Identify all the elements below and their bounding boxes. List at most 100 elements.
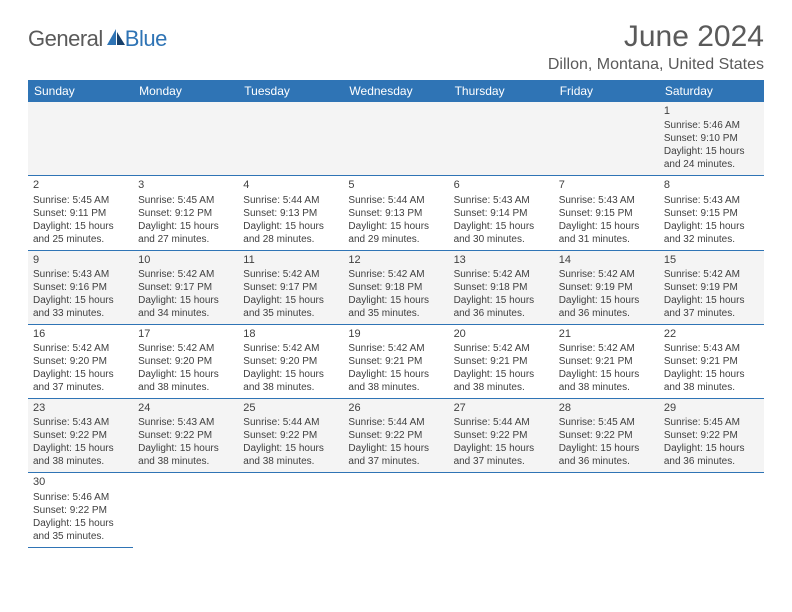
day-header: Tuesday [238, 80, 343, 102]
week-row: 1Sunrise: 5:46 AMSunset: 9:10 PMDaylight… [28, 102, 764, 176]
day-cell [238, 473, 343, 547]
day-number: 6 [454, 178, 549, 192]
day-cell: 16Sunrise: 5:42 AMSunset: 9:20 PMDayligh… [28, 324, 133, 398]
day-cell: 4Sunrise: 5:44 AMSunset: 9:13 PMDaylight… [238, 176, 343, 250]
week-row: 9Sunrise: 5:43 AMSunset: 9:16 PMDaylight… [28, 250, 764, 324]
day-number: 4 [243, 178, 338, 192]
daylight-text: Daylight: 15 hours and 38 minutes. [664, 368, 759, 394]
day-cell: 10Sunrise: 5:42 AMSunset: 9:17 PMDayligh… [133, 250, 238, 324]
location-text: Dillon, Montana, United States [548, 56, 764, 74]
day-cell: 26Sunrise: 5:44 AMSunset: 9:22 PMDayligh… [343, 399, 448, 473]
day-number: 22 [664, 327, 759, 341]
sunrise-text: Sunrise: 5:42 AM [243, 342, 338, 355]
sunset-text: Sunset: 9:11 PM [33, 207, 128, 220]
day-cell: 3Sunrise: 5:45 AMSunset: 9:12 PMDaylight… [133, 176, 238, 250]
daylight-text: Daylight: 15 hours and 38 minutes. [138, 368, 233, 394]
sunrise-text: Sunrise: 5:42 AM [33, 342, 128, 355]
day-cell: 14Sunrise: 5:42 AMSunset: 9:19 PMDayligh… [554, 250, 659, 324]
day-header: Monday [133, 80, 238, 102]
day-number: 14 [559, 253, 654, 267]
sunrise-text: Sunrise: 5:42 AM [454, 342, 549, 355]
day-number: 17 [138, 327, 233, 341]
sunset-text: Sunset: 9:16 PM [33, 281, 128, 294]
day-number: 24 [138, 401, 233, 415]
sunrise-text: Sunrise: 5:43 AM [664, 342, 759, 355]
day-number: 16 [33, 327, 128, 341]
day-cell: 21Sunrise: 5:42 AMSunset: 9:21 PMDayligh… [554, 324, 659, 398]
sunset-text: Sunset: 9:20 PM [138, 355, 233, 368]
day-cell: 25Sunrise: 5:44 AMSunset: 9:22 PMDayligh… [238, 399, 343, 473]
sunset-text: Sunset: 9:20 PM [243, 355, 338, 368]
sunset-text: Sunset: 9:22 PM [33, 504, 128, 517]
month-title: June 2024 [548, 20, 764, 54]
day-number: 10 [138, 253, 233, 267]
sunrise-text: Sunrise: 5:44 AM [243, 416, 338, 429]
day-number: 21 [559, 327, 654, 341]
sunset-text: Sunset: 9:22 PM [243, 429, 338, 442]
daylight-text: Daylight: 15 hours and 38 minutes. [138, 442, 233, 468]
sunset-text: Sunset: 9:22 PM [348, 429, 443, 442]
sunset-text: Sunset: 9:21 PM [454, 355, 549, 368]
daylight-text: Daylight: 15 hours and 37 minutes. [454, 442, 549, 468]
day-cell [238, 102, 343, 176]
sunset-text: Sunset: 9:20 PM [33, 355, 128, 368]
day-number: 13 [454, 253, 549, 267]
day-number: 15 [664, 253, 759, 267]
daylight-text: Daylight: 15 hours and 31 minutes. [559, 220, 654, 246]
day-cell: 30Sunrise: 5:46 AMSunset: 9:22 PMDayligh… [28, 473, 133, 547]
sunrise-text: Sunrise: 5:42 AM [664, 268, 759, 281]
sunset-text: Sunset: 9:12 PM [138, 207, 233, 220]
sunrise-text: Sunrise: 5:42 AM [559, 342, 654, 355]
day-cell: 5Sunrise: 5:44 AMSunset: 9:13 PMDaylight… [343, 176, 448, 250]
sunset-text: Sunset: 9:17 PM [243, 281, 338, 294]
day-number: 25 [243, 401, 338, 415]
day-cell: 1Sunrise: 5:46 AMSunset: 9:10 PMDaylight… [659, 102, 764, 176]
day-number: 9 [33, 253, 128, 267]
sunrise-text: Sunrise: 5:46 AM [664, 119, 759, 132]
daylight-text: Daylight: 15 hours and 37 minutes. [348, 442, 443, 468]
day-number: 20 [454, 327, 549, 341]
day-cell: 29Sunrise: 5:45 AMSunset: 9:22 PMDayligh… [659, 399, 764, 473]
logo-text-general: General [28, 26, 103, 52]
sunset-text: Sunset: 9:21 PM [348, 355, 443, 368]
week-row: 2Sunrise: 5:45 AMSunset: 9:11 PMDaylight… [28, 176, 764, 250]
day-header: Saturday [659, 80, 764, 102]
sunrise-text: Sunrise: 5:42 AM [348, 268, 443, 281]
day-cell: 15Sunrise: 5:42 AMSunset: 9:19 PMDayligh… [659, 250, 764, 324]
sunset-text: Sunset: 9:18 PM [348, 281, 443, 294]
day-number: 28 [559, 401, 654, 415]
sunrise-text: Sunrise: 5:45 AM [559, 416, 654, 429]
day-header: Friday [554, 80, 659, 102]
sunset-text: Sunset: 9:19 PM [559, 281, 654, 294]
day-number: 3 [138, 178, 233, 192]
title-block: June 2024 Dillon, Montana, United States [548, 20, 764, 74]
sunset-text: Sunset: 9:18 PM [454, 281, 549, 294]
daylight-text: Daylight: 15 hours and 38 minutes. [454, 368, 549, 394]
sunset-text: Sunset: 9:15 PM [664, 207, 759, 220]
day-number: 12 [348, 253, 443, 267]
sunset-text: Sunset: 9:14 PM [454, 207, 549, 220]
daylight-text: Daylight: 15 hours and 38 minutes. [243, 368, 338, 394]
sunrise-text: Sunrise: 5:44 AM [348, 194, 443, 207]
sunrise-text: Sunrise: 5:44 AM [454, 416, 549, 429]
day-cell [133, 102, 238, 176]
day-cell [133, 473, 238, 547]
day-cell: 24Sunrise: 5:43 AMSunset: 9:22 PMDayligh… [133, 399, 238, 473]
sunset-text: Sunset: 9:21 PM [664, 355, 759, 368]
day-number: 1 [664, 104, 759, 118]
day-header: Wednesday [343, 80, 448, 102]
sunrise-text: Sunrise: 5:42 AM [559, 268, 654, 281]
day-cell [28, 102, 133, 176]
week-row: 16Sunrise: 5:42 AMSunset: 9:20 PMDayligh… [28, 324, 764, 398]
day-cell: 23Sunrise: 5:43 AMSunset: 9:22 PMDayligh… [28, 399, 133, 473]
sunset-text: Sunset: 9:22 PM [138, 429, 233, 442]
sunrise-text: Sunrise: 5:45 AM [138, 194, 233, 207]
daylight-text: Daylight: 15 hours and 35 minutes. [243, 294, 338, 320]
sunrise-text: Sunrise: 5:43 AM [664, 194, 759, 207]
sunrise-text: Sunrise: 5:43 AM [138, 416, 233, 429]
sunset-text: Sunset: 9:22 PM [559, 429, 654, 442]
day-number: 18 [243, 327, 338, 341]
day-number: 19 [348, 327, 443, 341]
day-cell: 11Sunrise: 5:42 AMSunset: 9:17 PMDayligh… [238, 250, 343, 324]
sunset-text: Sunset: 9:21 PM [559, 355, 654, 368]
